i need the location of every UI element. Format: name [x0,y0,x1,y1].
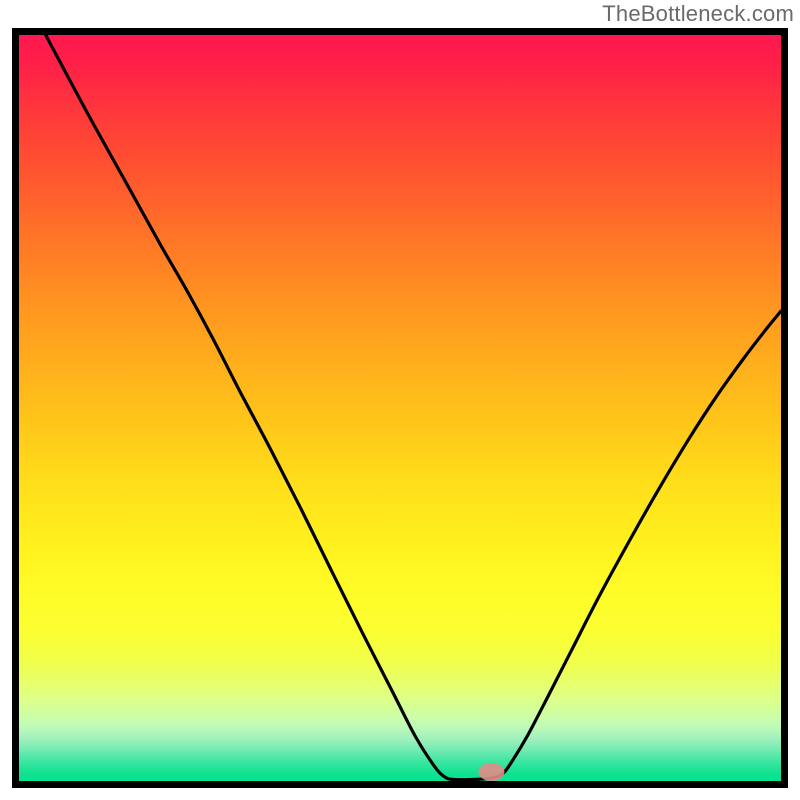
plot-svg [19,35,781,781]
minimum-marker [478,763,504,781]
plot-area [19,35,781,781]
stage: TheBottleneck.com [0,0,800,800]
watermark-text: TheBottleneck.com [602,1,794,27]
gradient-background [19,35,781,781]
